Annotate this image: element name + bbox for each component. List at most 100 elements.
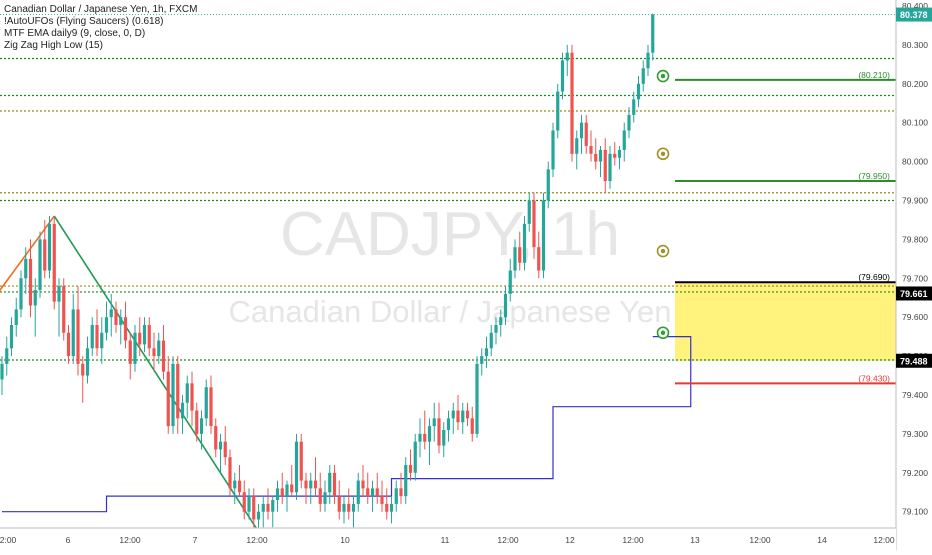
candle-29: [138, 317, 142, 357]
legend-indicator-zigzag[interactable]: Zig Zag High Low (15): [4, 40, 103, 51]
candle-body: [294, 441, 299, 493]
candle-38: [180, 395, 185, 434]
candle-body: [622, 130, 626, 150]
candle-body: [280, 488, 284, 497]
legend-title[interactable]: Canadian Dollar / Japanese Yen, 1h, FXCM: [4, 4, 198, 15]
candle-88: [418, 418, 422, 458]
candle-21: [100, 317, 104, 364]
legend-indicator-mtf-ema[interactable]: MTF EMA daily9 (9, close, 0, D): [4, 28, 146, 39]
candle-body: [71, 309, 75, 357]
candle-63: [299, 433, 303, 489]
candle-30: [142, 317, 147, 353]
candle-body: [9, 324, 14, 349]
price-tick-6: 79.800: [902, 234, 928, 244]
candle-body: [366, 488, 370, 497]
candle-body: [570, 52, 574, 154]
time-tick-8: 12: [565, 535, 575, 545]
candle-124: [589, 130, 593, 162]
candle-64: [304, 472, 308, 504]
candle-body: [104, 317, 109, 333]
candle-9: [43, 219, 47, 279]
price-tick-4: 80.000: [902, 157, 928, 167]
candle-body: [76, 309, 80, 364]
ufo-dot: [660, 151, 666, 157]
candle-body: [465, 410, 470, 419]
candle-135: [641, 60, 645, 92]
ufo-dot: [660, 248, 666, 254]
candle-body: [437, 418, 441, 446]
price-tick-0: 80.400: [902, 1, 928, 11]
candle-body: [100, 332, 104, 349]
candle-body: [636, 83, 641, 100]
legend-indicator-autoufos[interactable]: !AutoUFOs (Flying Saucers) (0.618): [4, 16, 164, 27]
candle-79: [375, 472, 379, 504]
candle-133: [632, 91, 636, 123]
candle-body: [19, 278, 23, 310]
price-tick-7: 79.700: [902, 273, 928, 283]
price-tick-1: 80.300: [902, 40, 928, 50]
candle-body: [404, 465, 408, 497]
price-badge-label-1: 79.661: [900, 289, 928, 299]
dotted-levels-layer: [0, 14, 896, 361]
candle-7: [33, 278, 37, 337]
candle-52: [247, 488, 251, 520]
candle-87: [413, 433, 417, 481]
time-axis-bg: [0, 528, 896, 550]
candle-12: [57, 278, 61, 337]
candle-body: [43, 239, 47, 271]
candle-75: [356, 472, 360, 512]
candle-body: [556, 91, 560, 131]
candle-54: [256, 503, 261, 532]
candle-85: [404, 457, 408, 504]
candle-body: [128, 340, 132, 364]
candle-body: [499, 317, 503, 325]
candle-10: [47, 216, 52, 279]
candle-113: [537, 231, 541, 279]
candle-body: [285, 484, 289, 497]
candle-body: [66, 332, 71, 357]
candle-103: [489, 324, 493, 357]
price-axis[interactable]: 80.400 80.300 80.200 80.100 80.000 79.900 79.8…: [895, 0, 932, 550]
candle-body: [47, 223, 52, 271]
candle-132: [627, 107, 631, 139]
candle-body: [494, 324, 498, 333]
candle-2: [9, 317, 14, 357]
time-axis[interactable]: 2:00 6 12:00 7 12:00 10 11 12:00 12 12:00 13 12:00 1…: [0, 527, 896, 550]
candle-body: [518, 247, 522, 263]
candle-body: [171, 363, 175, 427]
candle-body: [209, 387, 213, 427]
candle-body: [446, 418, 451, 431]
candle-50: [237, 465, 242, 497]
target-label-1: (79.950): [858, 171, 890, 181]
candle-119: [565, 44, 569, 77]
candle-body: [123, 317, 128, 341]
candle-body: [375, 488, 379, 497]
candle-14: [66, 324, 71, 364]
candle-body: [332, 472, 337, 497]
candle-body: [394, 488, 398, 504]
zigzag-segment-1: [53, 215, 264, 540]
candle-body: [109, 309, 113, 318]
candle-body: [142, 324, 147, 345]
candle-31: [147, 317, 151, 357]
candle-41: [195, 402, 199, 442]
time-tick-11: 12:00: [749, 535, 771, 545]
candle-body: [508, 270, 512, 294]
candle-body: [38, 239, 42, 290]
candle-body: [537, 247, 541, 271]
time-tick-3: 7: [193, 535, 198, 545]
candle-body: [480, 356, 484, 364]
time-tick-10: 13: [690, 535, 700, 545]
candle-body: [370, 488, 375, 497]
ufo-marker-1: [656, 147, 670, 161]
candle-58: [275, 480, 280, 512]
candle-20: [95, 309, 99, 357]
candle-body: [252, 496, 256, 520]
candle-body: [613, 153, 617, 158]
candle-body: [5, 348, 9, 364]
candle-body: [223, 441, 227, 458]
candle-70: [332, 465, 337, 504]
candle-130: [617, 146, 622, 170]
